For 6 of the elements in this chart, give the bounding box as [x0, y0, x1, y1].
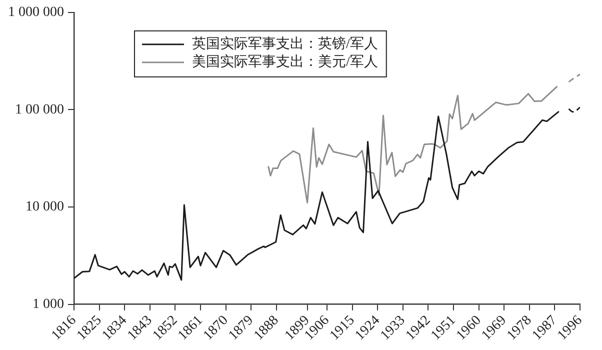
y-tick-label: 1 000 000: [8, 5, 64, 20]
legend-label: 美国实际军事支出：美元/军人: [192, 54, 378, 70]
y-tick-label: 10 000: [26, 200, 64, 215]
legend-label: 英国实际军事支出：英镑/军人: [192, 36, 378, 52]
y-tick-label: 1 000: [32, 296, 64, 312]
y-tick-label: 1 00 000: [15, 102, 64, 118]
